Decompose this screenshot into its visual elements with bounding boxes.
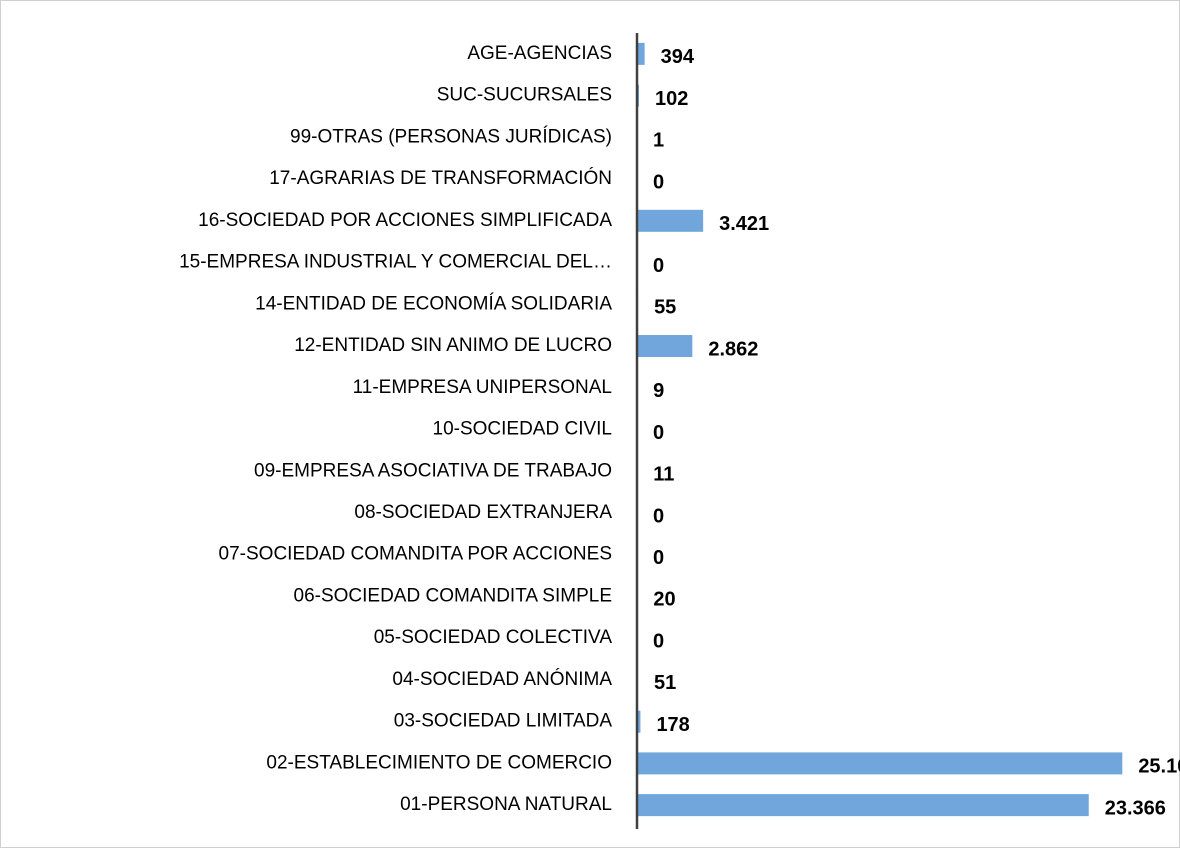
y-tick-label: 12-ENTIDAD SIN ANIMO DE LUCRO — [294, 335, 612, 356]
data-label: 394 — [661, 46, 695, 68]
bar — [637, 794, 1089, 817]
data-label: 9 — [653, 380, 664, 402]
y-tick-label: 14-ENTIDAD DE ECONOMÍA SOLIDARIA — [255, 293, 612, 314]
bar — [637, 335, 693, 358]
y-tick-label: 04-SOCIEDAD ANÓNIMA — [392, 668, 612, 690]
y-tick-label: 09-EMPRESA ASOCIATIVA DE TRABAJO — [254, 460, 612, 481]
y-tick-label: 06-SOCIEDAD COMANDITA SIMPLE — [294, 585, 613, 606]
data-label: 3.421 — [719, 213, 769, 235]
y-tick-label: 01-PERSONA NATURAL — [400, 794, 612, 815]
bar — [637, 710, 641, 733]
y-tick-label: SUC-SUCURSALES — [437, 85, 612, 106]
y-tick-label: 05-SOCIEDAD COLECTIVA — [374, 627, 613, 648]
data-label: 55 — [654, 297, 676, 319]
y-tick-label: 03-SOCIEDAD LIMITADA — [394, 711, 613, 732]
data-label: 0 — [653, 422, 664, 444]
bar — [637, 752, 1123, 775]
bar — [637, 42, 645, 65]
data-label: 23.366 — [1105, 797, 1166, 819]
data-label: 0 — [653, 547, 664, 569]
data-label: 2.862 — [708, 338, 758, 360]
bar — [637, 209, 704, 232]
data-label: 102 — [655, 88, 688, 110]
data-label: 178 — [656, 714, 689, 736]
y-tick-label: 15-EMPRESA INDUSTRIAL Y COMERCIAL DEL… — [179, 252, 612, 273]
data-label: 0 — [653, 505, 664, 527]
data-label: 0 — [653, 171, 664, 193]
y-tick-label: AGE-AGENCIAS — [467, 43, 612, 64]
data-label: 1 — [653, 130, 664, 152]
y-tick-label: 10-SOCIEDAD CIVIL — [433, 419, 613, 440]
y-tick-label: 99-OTRAS (PERSONAS JURÍDICAS) — [290, 126, 612, 147]
y-tick-label: 11-EMPRESA UNIPERSONAL — [353, 377, 612, 398]
data-label: 0 — [653, 255, 664, 277]
y-tick-label: 02-ESTABLECIMIENTO DE COMERCIO — [266, 752, 612, 773]
data-label: 11 — [653, 464, 674, 486]
data-label: 25.103 — [1138, 756, 1180, 778]
y-tick-label: 16-SOCIEDAD POR ACCIONES SIMPLIFICADA — [198, 210, 612, 231]
y-tick-label: 17-AGRARIAS DE TRANSFORMACIÓN — [269, 167, 612, 189]
data-label: 51 — [654, 672, 676, 694]
y-tick-label: 07-SOCIEDAD COMANDITA POR ACCIONES — [219, 544, 612, 565]
data-label: 0 — [653, 630, 664, 652]
y-tick-label: 08-SOCIEDAD EXTRANJERA — [354, 502, 612, 523]
data-label: 20 — [653, 589, 675, 611]
